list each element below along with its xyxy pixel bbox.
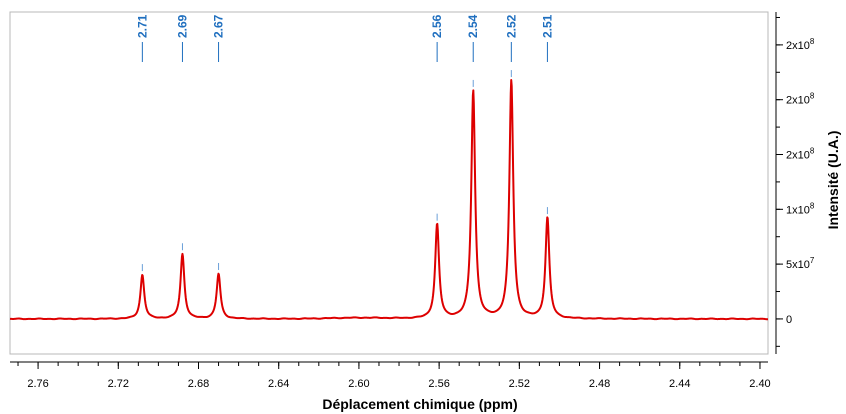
x-tick-label: 2.48 (589, 378, 610, 390)
x-tick-label: 2.60 (348, 378, 369, 390)
spectrum-line (10, 80, 768, 319)
peak-label: 2.54 (466, 14, 480, 38)
peak-labels: 2.71 2.69 2.67 2.56 2.54 2.52 2.51 (135, 14, 554, 271)
x-tick-label: 2.68 (188, 378, 209, 390)
x-tick-label: 2.52 (509, 378, 530, 390)
y-axis: 0 5x107 1x108 2x108 2x108 2x108 (776, 12, 815, 354)
y-tick-label: 1x108 (786, 201, 815, 216)
peak-label: 2.52 (504, 14, 518, 38)
y-tick-label: 2x108 (786, 37, 815, 52)
plot-frame (10, 12, 768, 354)
y-tick-label: 5x107 (786, 256, 815, 271)
y-tick-label: 2x108 (786, 147, 815, 162)
x-tick-label: 2.64 (268, 378, 289, 390)
y-tick-label: 0 (786, 314, 792, 326)
x-axis: 2.76 2.72 2.68 2.64 2.60 2.56 2.52 2.48 2.44 2.40 (10, 362, 771, 390)
x-tick-label: 2.44 (669, 378, 690, 390)
peak-label: 2.56 (430, 14, 444, 38)
x-tick-label: 2.56 (428, 378, 449, 390)
peak-label: 2.51 (540, 14, 554, 38)
y-axis-title: Intensité (U.A.) (825, 131, 841, 230)
x-tick-label: 2.72 (108, 378, 129, 390)
x-tick-label: 2.40 (749, 378, 770, 390)
peak-label: 2.67 (212, 14, 226, 38)
y-tick-label: 2x108 (786, 92, 815, 107)
peak-label: 2.71 (135, 14, 149, 38)
x-axis-title: Déplacement chimique (ppm) (322, 396, 517, 412)
x-tick-label: 2.76 (27, 378, 48, 390)
peak-label: 2.69 (175, 14, 189, 38)
